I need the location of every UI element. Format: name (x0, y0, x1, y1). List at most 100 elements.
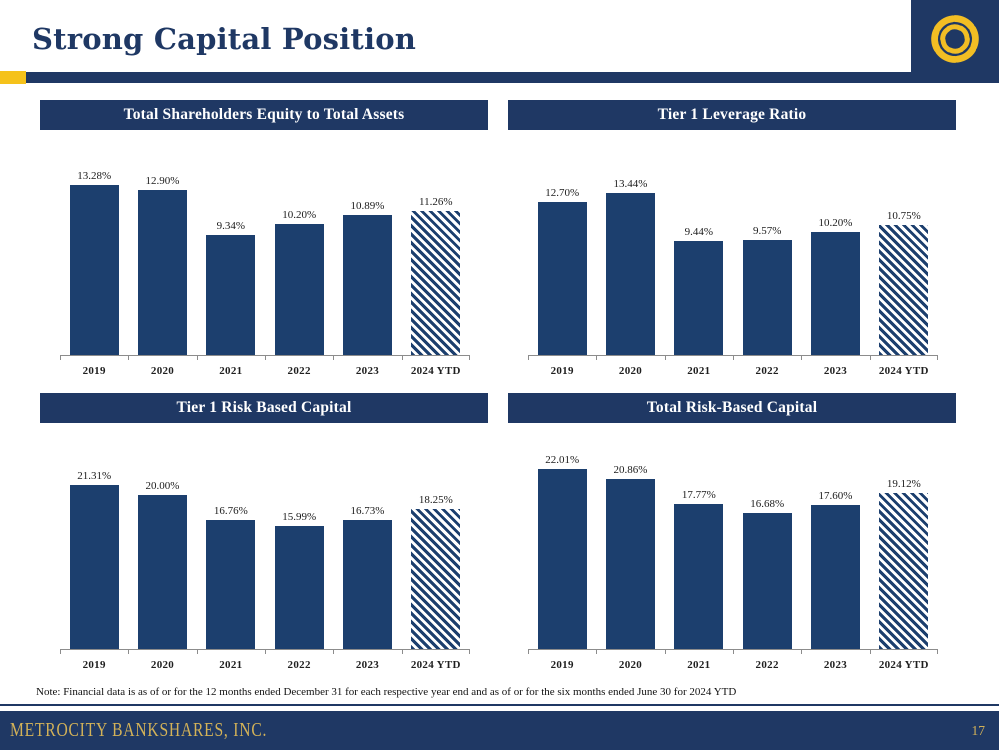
axis-tick (469, 356, 470, 360)
bar-slot-2024-ytd: 18.25% (402, 449, 470, 649)
bar-value-label: 21.31% (77, 470, 112, 483)
company-name: METROCITY BANKSHARES, INC. (10, 719, 268, 741)
bar-2020 (137, 189, 188, 355)
x-axis-labels: 2019 2020 2021 2022 2023 2024 YTD (528, 360, 938, 382)
year-label: 2019 (82, 659, 106, 671)
year-label: 2022 (755, 659, 779, 671)
year-label: 2023 (823, 659, 848, 671)
bar-2021 (674, 241, 724, 355)
bar-slot-2023: 10.89% (333, 150, 401, 355)
header-rule-gold-accent (0, 71, 26, 84)
header-rule (0, 71, 999, 84)
chart-panel-tier1-risk-based: Tier 1 Risk Based Capital 21.31% 20.00% 16… (40, 393, 488, 676)
axis-tick (60, 356, 61, 360)
bar-slot-2023: 16.73% (333, 449, 401, 649)
bar-value-label: 22.01% (545, 454, 580, 467)
bar-2020 (605, 478, 656, 649)
bar-2022 (274, 224, 324, 355)
bar-2023 (810, 505, 861, 649)
year-label: 2024 YTD (410, 659, 461, 671)
x-axis-line (60, 355, 470, 360)
bar-slot-2020: 12.90% (128, 150, 196, 355)
x-axis-line (528, 649, 938, 654)
bar-2023 (810, 232, 861, 355)
axis-tick (596, 356, 598, 360)
axis-tick (333, 356, 335, 360)
axis-tick (664, 650, 666, 654)
chart-panel-equity-to-assets: Total Shareholders Equity to Total Asset… (40, 100, 488, 382)
year-label: 2021 (687, 365, 711, 377)
bar-value-label: 12.90% (145, 174, 180, 187)
year-label: 2022 (287, 365, 311, 377)
bar-2024-ytd (879, 225, 929, 355)
bar-area: 21.31% 20.00% 16.76% 15.99% 16.73% 18.25% (60, 449, 470, 649)
year-label: 2023 (355, 365, 380, 377)
bar-slot-2020: 20.00% (128, 449, 196, 649)
bar-value-label: 19.12% (886, 477, 921, 490)
header-rule-navy (26, 72, 999, 83)
bar-slot-2020: 13.44% (596, 150, 664, 355)
year-label: 2024 YTD (878, 365, 929, 377)
year-label: 2020 (150, 365, 175, 377)
bar-slot-2019: 21.31% (60, 449, 128, 649)
year-label: 2024 YTD (878, 659, 929, 671)
bar-slot-2022: 9.57% (733, 150, 801, 355)
bar-slot-2024-ytd: 11.26% (402, 150, 470, 355)
bar-value-label: 15.99% (282, 511, 317, 523)
bar-2024-ytd (879, 492, 929, 649)
bar-2022 (274, 526, 324, 649)
chart-panel-tier1-leverage: Tier 1 Leverage Ratio 12.70% 13.44% 9.44% 9… (508, 100, 956, 382)
bar-value-label: 10.20% (818, 217, 853, 229)
bar-2021 (674, 503, 724, 649)
chart-panel-total-risk-based: Total Risk-Based Capital 22.01% 20.86% 17.… (508, 393, 956, 676)
page-title: Strong Capital Position (32, 22, 417, 56)
axis-tick (196, 356, 198, 360)
bar-slot-2023: 17.60% (801, 449, 869, 649)
bar-value-label: 16.68% (750, 497, 785, 510)
axis-tick (801, 650, 803, 654)
bar-slot-2021: 9.34% (197, 150, 265, 355)
year-label: 2022 (287, 659, 311, 671)
bar-slot-2024-ytd: 19.12% (870, 449, 938, 649)
bar-value-label: 13.44% (613, 177, 648, 190)
axis-tick (333, 650, 335, 654)
year-label: 2024 YTD (410, 365, 461, 377)
bar-value-label: 20.86% (613, 463, 648, 476)
bar-2024-ytd (411, 210, 461, 355)
year-label: 2021 (687, 659, 711, 671)
bar-value-label: 16.76% (213, 505, 248, 518)
bar-slot-2019: 22.01% (528, 449, 596, 649)
bar-slot-2021: 16.76% (197, 449, 265, 649)
bar-value-label: 20.00% (145, 480, 180, 493)
year-label: 2020 (618, 659, 643, 671)
axis-tick (664, 356, 666, 360)
axis-tick (869, 650, 871, 654)
bar-value-label: 12.70% (545, 186, 580, 199)
bar-2022 (742, 512, 792, 649)
axis-tick (265, 650, 266, 654)
bar-slot-2021: 9.44% (665, 150, 733, 355)
year-label: 2019 (550, 365, 574, 377)
chart-title-banner: Tier 1 Risk Based Capital (40, 393, 488, 423)
bar-2024-ytd (411, 508, 461, 649)
bar-value-label: 17.77% (681, 488, 716, 501)
page-number: 17 (971, 722, 986, 738)
bar-slot-2022: 10.20% (265, 150, 333, 355)
bar-2021 (206, 235, 256, 355)
year-label: 2019 (82, 365, 106, 377)
x-axis-labels: 2019 2020 2021 2022 2023 2024 YTD (60, 654, 470, 676)
year-label: 2020 (618, 365, 643, 377)
chart-plot: 22.01% 20.86% 17.77% 16.68% 17.60% 19.12% 201… (508, 449, 956, 676)
bar-slot-2022: 15.99% (265, 449, 333, 649)
bar-slot-2022: 16.68% (733, 449, 801, 649)
bar-value-label: 10.75% (886, 210, 921, 223)
bar-value-label: 17.60% (818, 490, 853, 503)
note-text: Note: Financial data is as of or for the… (36, 686, 737, 698)
bar-value-label: 10.20% (282, 209, 317, 222)
axis-tick (869, 356, 871, 360)
axis-tick (801, 356, 803, 360)
footer-bar: METROCITY BANKSHARES, INC. 17 (0, 711, 999, 750)
axis-tick (469, 650, 470, 654)
axis-tick (937, 650, 938, 654)
